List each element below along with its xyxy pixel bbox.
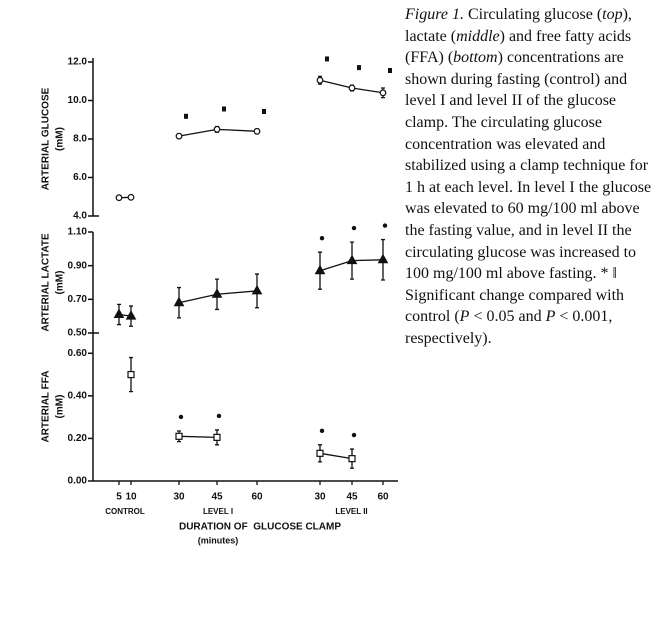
group-label: LEVEL I xyxy=(203,507,233,516)
caption-run: P xyxy=(545,308,556,326)
x-tick-label: 5 xyxy=(116,492,122,503)
significance-marker xyxy=(216,413,222,419)
significance-marker xyxy=(222,106,226,112)
y-tick-label: 0.40 xyxy=(68,390,88,401)
y-axis-unit: (mM) xyxy=(55,271,66,295)
data-line xyxy=(178,435,218,439)
marker xyxy=(348,84,356,92)
x-tick-label: 30 xyxy=(314,492,326,503)
caption-run: ), lactate ( xyxy=(405,6,632,45)
y-axis-label: ARTERIAL LACTATE xyxy=(41,233,52,332)
caption-run: < 0.001, respectively). xyxy=(405,308,613,347)
marker xyxy=(113,308,125,318)
marker xyxy=(125,310,137,320)
y-tick-label: 6.0 xyxy=(73,172,87,183)
marker xyxy=(127,193,135,201)
y-tick-label: 8.0 xyxy=(73,134,87,145)
significance-marker xyxy=(319,428,325,434)
significance-marker xyxy=(351,432,357,438)
marker xyxy=(346,254,358,265)
y-tick-label: 1.10 xyxy=(68,227,88,238)
significance-marker xyxy=(388,67,392,73)
y-axis-label: ARTERIAL FFA xyxy=(41,370,52,442)
marker xyxy=(316,449,324,457)
x-tick-label: 60 xyxy=(251,492,263,503)
marker xyxy=(175,132,183,140)
marker xyxy=(213,433,221,441)
significance-marker xyxy=(325,56,329,62)
caption-run: top xyxy=(602,6,623,23)
y-axis-unit: (mM) xyxy=(55,395,66,419)
caption-run: P xyxy=(459,308,470,326)
significance-marker xyxy=(319,236,325,241)
significance-marker xyxy=(351,225,357,231)
marker xyxy=(348,455,356,463)
y-tick-label: 0.00 xyxy=(68,476,88,487)
y-axis-label: ARTERIAL GLUCOSE xyxy=(41,87,52,190)
significance-marker xyxy=(262,108,266,114)
x-axis-unit: (minutes) xyxy=(198,535,239,545)
significance-marker xyxy=(178,414,184,420)
y-tick-label: 0.90 xyxy=(68,260,88,271)
caption-run: < 0.05 and xyxy=(469,308,546,326)
x-tick-label: 30 xyxy=(173,492,185,503)
x-tick-label: 60 xyxy=(377,492,389,503)
marker xyxy=(127,370,135,379)
significance-marker xyxy=(357,65,361,71)
marker xyxy=(211,288,223,298)
y-tick-label: 12.0 xyxy=(68,57,88,68)
caption-run: Figure 1. xyxy=(405,6,464,23)
x-tick-label: 45 xyxy=(346,492,358,503)
y-axis-unit: (mM) xyxy=(55,127,66,151)
x-axis-label: DURATION OF GLUCOSE CLAMP xyxy=(179,522,341,533)
y-tick-label: 0.60 xyxy=(68,348,88,359)
y-tick-label: 0.50 xyxy=(68,328,88,339)
marker xyxy=(253,127,261,135)
significance-marker xyxy=(382,223,388,228)
marker xyxy=(379,89,387,97)
caption-run: Circulating glucose ( xyxy=(463,6,603,23)
x-tick-label: 45 xyxy=(211,492,223,503)
data-line xyxy=(319,452,353,460)
y-tick-label: 0.70 xyxy=(68,294,88,305)
marker xyxy=(115,194,123,202)
marker xyxy=(316,76,324,84)
caption-run: ) and free fatty acids (FFA) ( xyxy=(405,27,632,67)
marker xyxy=(377,253,389,264)
marker xyxy=(251,284,263,295)
marker xyxy=(213,125,221,133)
marker xyxy=(173,296,185,307)
marker xyxy=(314,264,326,275)
caption-run: ) concentrations are shown during fastin… xyxy=(405,49,652,326)
y-tick-label: 0.20 xyxy=(68,433,88,444)
marker xyxy=(175,432,183,440)
caption: Figure 1. Circulating glucose (top), lac… xyxy=(405,4,655,350)
caption-run: bottom xyxy=(453,49,498,67)
y-tick-label: 4.0 xyxy=(73,211,87,222)
significance-marker xyxy=(184,113,188,119)
caption-run: middle xyxy=(456,27,500,45)
group-label: CONTROL xyxy=(105,507,145,516)
group-label: LEVEL II xyxy=(335,507,367,516)
y-tick-label: 10.0 xyxy=(68,95,88,106)
x-tick-label: 10 xyxy=(125,492,137,503)
